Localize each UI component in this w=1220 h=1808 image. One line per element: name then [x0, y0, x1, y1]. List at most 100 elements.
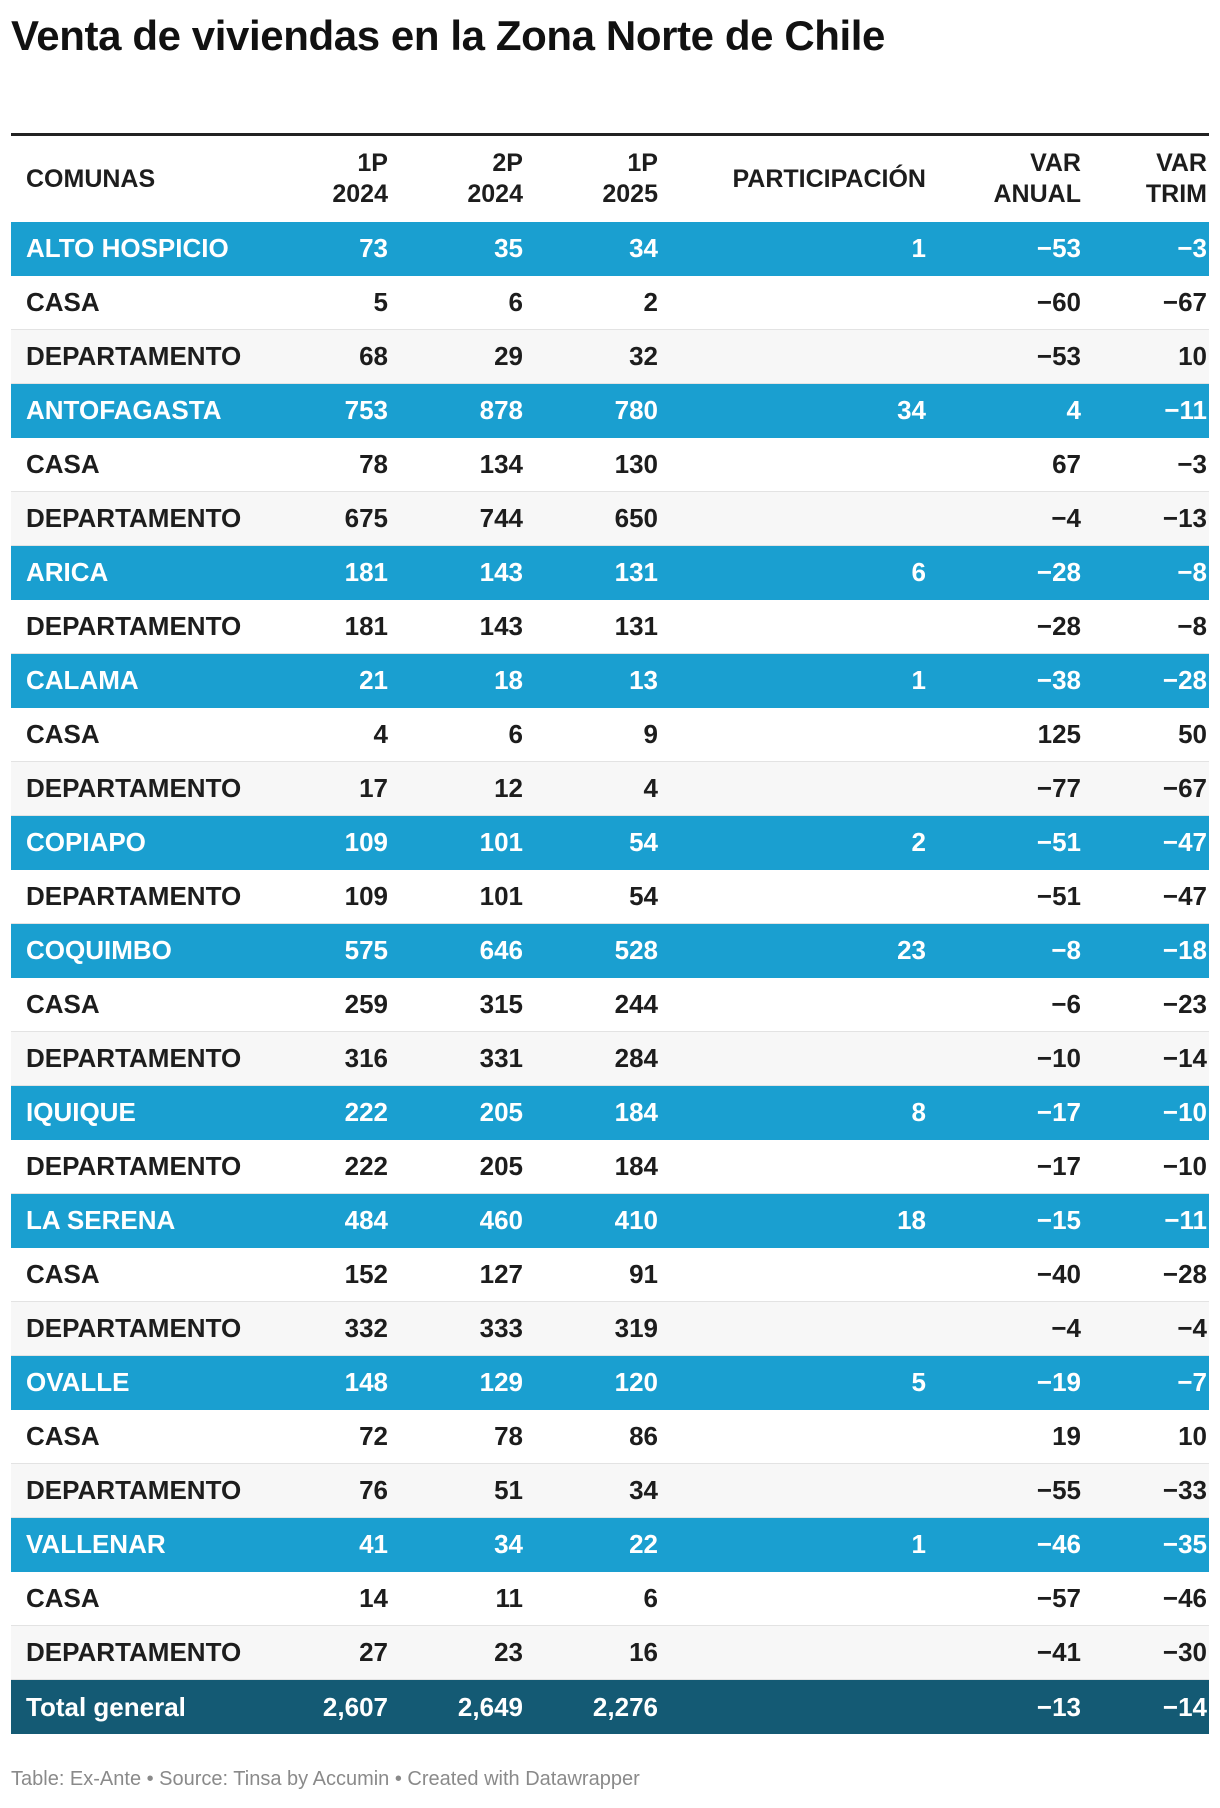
cell-1p-2025: 54	[629, 827, 658, 857]
table-row: CASA 78 134 130 67 −3	[11, 438, 1209, 492]
cell-comunas: DEPARTAMENTO	[26, 773, 242, 803]
cell-comunas: DEPARTAMENTO	[26, 503, 242, 533]
cell-var-trim: 10	[1178, 1421, 1207, 1451]
cell-participacion: 1	[911, 665, 926, 695]
cell-var-anual: −28	[1036, 557, 1081, 587]
cell-1p-2025: 54	[629, 881, 658, 911]
table-row: DEPARTAMENTO 27 23 16 −41 −30	[11, 1626, 1209, 1680]
cell-var-trim: −8	[1177, 557, 1207, 587]
column-header-line: PARTICIPACIÓN	[732, 164, 926, 193]
cell-var-anual: −51	[1036, 827, 1081, 857]
cell-1p-2024: 41	[359, 1529, 388, 1559]
comuna-row: LA SERENA 484 460 410 18 −15 −11	[11, 1194, 1209, 1248]
column-header-1p-2025: 1P 2025	[523, 148, 658, 210]
cell-1p-2024: 332	[344, 1313, 388, 1343]
cell-comunas: CASA	[26, 719, 100, 749]
cell-comunas: CASA	[26, 1421, 100, 1451]
total-row: Total general 2,607 2,649 2,276 −13 −14	[11, 1680, 1209, 1734]
cell-2p-2024: 315	[479, 989, 523, 1019]
table-row: DEPARTAMENTO 76 51 34 −55 −33	[11, 1464, 1209, 1518]
cell-comunas: DEPARTAMENTO	[26, 1475, 242, 1505]
cell-comunas: ALTO HOSPICIO	[26, 233, 229, 263]
column-header-line: 2024	[332, 180, 388, 208]
table-header: COMUNAS 1P 2024 2P 2024 1P 2025 PARTICIPACIÓN VA…	[11, 133, 1209, 222]
cell-1p-2024: 575	[344, 935, 388, 965]
cell-comunas: COQUIMBO	[26, 935, 172, 965]
cell-2p-2024: 101	[479, 881, 523, 911]
cell-1p-2024: 78	[359, 449, 388, 479]
cell-1p-2024: 316	[344, 1043, 388, 1073]
cell-var-anual: −41	[1036, 1637, 1081, 1667]
column-header-line: TRIM	[1145, 180, 1207, 208]
cell-var-trim: −28	[1162, 1259, 1207, 1289]
cell-var-anual: −53	[1036, 233, 1081, 263]
cell-participacion: 34	[897, 395, 926, 425]
cell-1p-2025: 91	[629, 1259, 658, 1289]
column-header-participacion: PARTICIPACIÓN	[658, 164, 926, 195]
cell-var-anual: −53	[1036, 341, 1081, 371]
cell-1p-2024: 76	[359, 1475, 388, 1505]
cell-comunas: CASA	[26, 1259, 100, 1289]
cell-var-trim: −4	[1177, 1313, 1207, 1343]
cell-2p-2024: 744	[479, 503, 523, 533]
cell-2p-2024: 29	[494, 341, 523, 371]
cell-participacion: 2	[911, 827, 926, 857]
cell-2p-2024: 11	[495, 1583, 524, 1613]
cell-comunas: ARICA	[26, 557, 109, 587]
cell-comunas: ANTOFAGASTA	[26, 395, 222, 425]
cell-var-trim: −18	[1162, 935, 1207, 965]
cell-var-anual: −77	[1036, 773, 1081, 803]
cell-1p-2024: 2,607	[322, 1691, 388, 1722]
cell-1p-2025: 34	[629, 233, 658, 263]
table-row: DEPARTAMENTO 222 205 184 −17 −10	[11, 1140, 1209, 1194]
cell-var-trim: −47	[1162, 881, 1207, 911]
cell-var-trim: −46	[1162, 1583, 1207, 1613]
cell-2p-2024: 205	[479, 1097, 523, 1127]
cell-var-trim: −14	[1162, 1691, 1207, 1722]
comuna-row: ANTOFAGASTA 753 878 780 34 4 −11	[11, 384, 1209, 438]
cell-comunas: DEPARTAMENTO	[26, 1151, 242, 1181]
cell-comunas: OVALLE	[26, 1367, 130, 1397]
cell-comunas: DEPARTAMENTO	[26, 1637, 242, 1667]
cell-1p-2024: 68	[359, 341, 388, 371]
cell-2p-2024: 12	[494, 773, 523, 803]
table-row: DEPARTAMENTO 109 101 54 −51 −47	[11, 870, 1209, 924]
cell-var-trim: −11	[1164, 395, 1207, 425]
cell-var-anual: −6	[1051, 989, 1081, 1019]
cell-2p-2024: 333	[479, 1313, 523, 1343]
cell-comunas: VALLENAR	[26, 1529, 166, 1559]
cell-var-trim: −10	[1162, 1151, 1207, 1181]
table-row: CASA 72 78 86 19 10	[11, 1410, 1209, 1464]
cell-2p-2024: 78	[494, 1421, 523, 1451]
cell-participacion: 5	[911, 1367, 926, 1397]
cell-comunas: LA SERENA	[26, 1205, 176, 1235]
table-row: CASA 14 11 6 −57 −46	[11, 1572, 1209, 1626]
cell-1p-2024: 109	[344, 827, 388, 857]
cell-var-trim: −67	[1162, 287, 1207, 317]
cell-var-trim: −8	[1177, 611, 1207, 641]
cell-1p-2024: 152	[344, 1259, 388, 1289]
cell-var-trim: −35	[1162, 1529, 1207, 1559]
cell-var-anual: −40	[1036, 1259, 1081, 1289]
cell-2p-2024: 331	[479, 1043, 523, 1073]
cell-1p-2025: 2,276	[592, 1691, 658, 1722]
cell-2p-2024: 6	[508, 719, 523, 749]
cell-comunas: IQUIQUE	[26, 1097, 136, 1127]
cell-1p-2024: 109	[344, 881, 388, 911]
cell-1p-2024: 148	[344, 1367, 388, 1397]
table-row: CASA 152 127 91 −40 −28	[11, 1248, 1209, 1302]
column-header-line: VAR	[1156, 149, 1207, 177]
cell-comunas: DEPARTAMENTO	[26, 611, 242, 641]
comuna-row: ALTO HOSPICIO 73 35 34 1 −53 −3	[11, 222, 1209, 276]
cell-var-trim: −47	[1162, 827, 1207, 857]
cell-2p-2024: 878	[479, 395, 523, 425]
column-header-var-trim: VAR TRIM	[1081, 148, 1209, 210]
cell-2p-2024: 205	[479, 1151, 523, 1181]
cell-participacion: 23	[897, 935, 926, 965]
cell-1p-2024: 222	[344, 1151, 388, 1181]
cell-participacion: 1	[911, 1529, 926, 1559]
comuna-row: ARICA 181 143 131 6 −28 −8	[11, 546, 1209, 600]
cell-1p-2025: 650	[614, 503, 658, 533]
cell-2p-2024: 143	[479, 557, 523, 587]
cell-1p-2024: 5	[373, 287, 388, 317]
